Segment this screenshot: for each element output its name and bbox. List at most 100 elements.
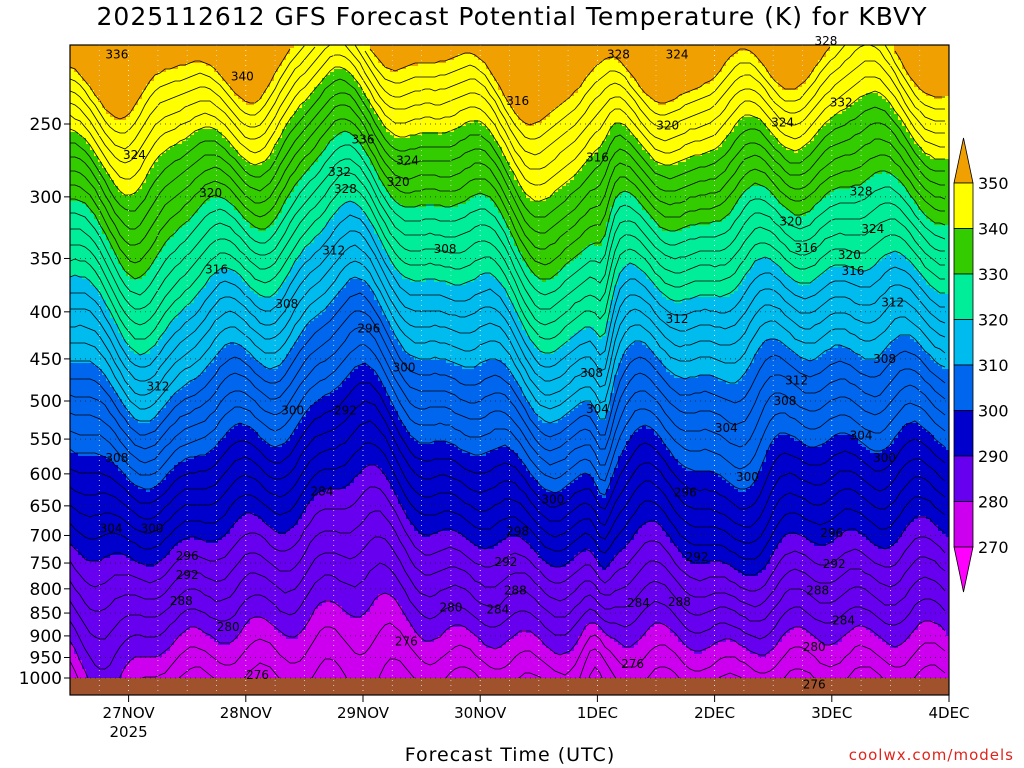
theta-band-cell [134, 279, 139, 355]
theta-band-cell [130, 111, 135, 196]
theta-band-cell [474, 366, 479, 457]
theta-band-cell [90, 285, 95, 364]
theta-band-cell [202, 63, 207, 130]
theta-band-cell [738, 198, 743, 286]
theta-band-cell [294, 111, 299, 187]
theta-band-cell [922, 279, 927, 352]
theta-band-cell [210, 129, 215, 199]
theta-band-cell [110, 249, 115, 319]
theta-band-cell [482, 63, 487, 127]
theta-band-cell [894, 339, 899, 439]
theta-band-cell [918, 90, 923, 148]
theta-band-cell [430, 63, 435, 133]
theta-band-cell [550, 279, 555, 355]
theta-band-cell [814, 204, 819, 280]
theta-band-cell [498, 282, 503, 361]
theta-band-cell [738, 51, 743, 121]
theta-band-cell [386, 594, 391, 695]
theta-band-cell [658, 105, 663, 166]
colorbar-label: 300 [978, 402, 1009, 421]
theta-band-cell [270, 447, 275, 529]
theta-band-cell [586, 45, 591, 76]
theta-band-cell [466, 45, 471, 55]
theta-band-cell [678, 642, 683, 695]
theta-band-cell [910, 339, 915, 424]
theta-band-cell [514, 114, 519, 181]
theta-band-cell [306, 171, 311, 247]
theta-contour-line [354, 45, 945, 156]
theta-band-cell [134, 657, 139, 695]
theta-band-cell [322, 150, 327, 229]
theta-band-cell [758, 45, 763, 64]
theta-band-cell [334, 69, 339, 136]
theta-band-cell [358, 279, 363, 367]
theta-band-cell [766, 129, 771, 190]
theta-band-cell [606, 567, 611, 637]
theta-band-cell [450, 627, 455, 695]
theta-band-cell [518, 252, 523, 322]
theta-band-cell [942, 45, 947, 97]
theta-band-cell [526, 402, 531, 472]
y-tick-label: 800 [30, 580, 62, 600]
theta-band-cell [902, 45, 907, 70]
theta-band-cell [710, 561, 715, 646]
theta-band-cell [370, 165, 375, 226]
theta-band-cell [258, 165, 263, 232]
theta-band-cell [190, 135, 195, 217]
theta-band-cell [406, 519, 411, 622]
theta-band-cell [814, 360, 819, 448]
theta-band-cell [718, 222, 723, 298]
theta-band-cell [198, 207, 203, 292]
theta-band-cell [234, 273, 239, 346]
theta-band-cell [626, 348, 631, 442]
theta-band-cell [718, 561, 723, 643]
theta-band-cell [674, 546, 679, 637]
theta-band-cell [122, 405, 127, 475]
theta-band-cell [394, 72, 399, 139]
theta-band-cell [70, 363, 75, 454]
theta-band-cell [210, 363, 215, 451]
theta-band-cell [774, 264, 779, 340]
theta-band-cell [462, 45, 467, 55]
theta-band-cell [918, 273, 923, 346]
theta-contour-line [70, 66, 945, 202]
theta-band-cell [434, 639, 439, 695]
theta-band-cell [722, 219, 727, 298]
theta-band-cell [542, 645, 547, 695]
theta-band-cell [894, 54, 899, 115]
theta-band-cell [946, 96, 949, 160]
theta-contour-line [374, 658, 556, 692]
theta-band-cell [94, 45, 99, 97]
theta-band-cell [558, 492, 563, 568]
theta-band-cell [902, 255, 907, 337]
colorbar-extension-bottom [953, 546, 974, 593]
theta-band-cell [242, 516, 247, 628]
theta-band-cell [518, 321, 523, 388]
theta-band-cell [670, 165, 675, 232]
theta-band-cell [442, 207, 447, 283]
theta-band-cell [546, 423, 551, 493]
theta-band-cell [790, 150, 795, 214]
theta-band-cell [118, 120, 123, 193]
theta-band-cell [850, 351, 855, 436]
theta-band-cell [630, 435, 635, 541]
theta-band-cell [730, 486, 735, 568]
theta-band-cell [910, 198, 915, 265]
theta-band-cell [654, 522, 659, 625]
theta-band-cell [454, 447, 459, 532]
theta-band-cell [822, 198, 827, 274]
theta-band-cell [526, 336, 531, 403]
theta-band-cell [946, 369, 949, 451]
theta-band-cell [554, 423, 559, 493]
theta-band-cell [178, 144, 183, 229]
theta-band-cell [854, 531, 859, 628]
theta-band-cell [378, 45, 383, 64]
theta-band-cell [574, 93, 579, 175]
theta-band-cell [714, 222, 719, 298]
theta-band-cell [710, 81, 715, 151]
contour-label: 304 [715, 421, 738, 435]
theta-band-cell [274, 219, 279, 295]
theta-band-cell [446, 531, 451, 631]
theta-band-cell [762, 186, 767, 259]
theta-band-cell [510, 537, 515, 640]
